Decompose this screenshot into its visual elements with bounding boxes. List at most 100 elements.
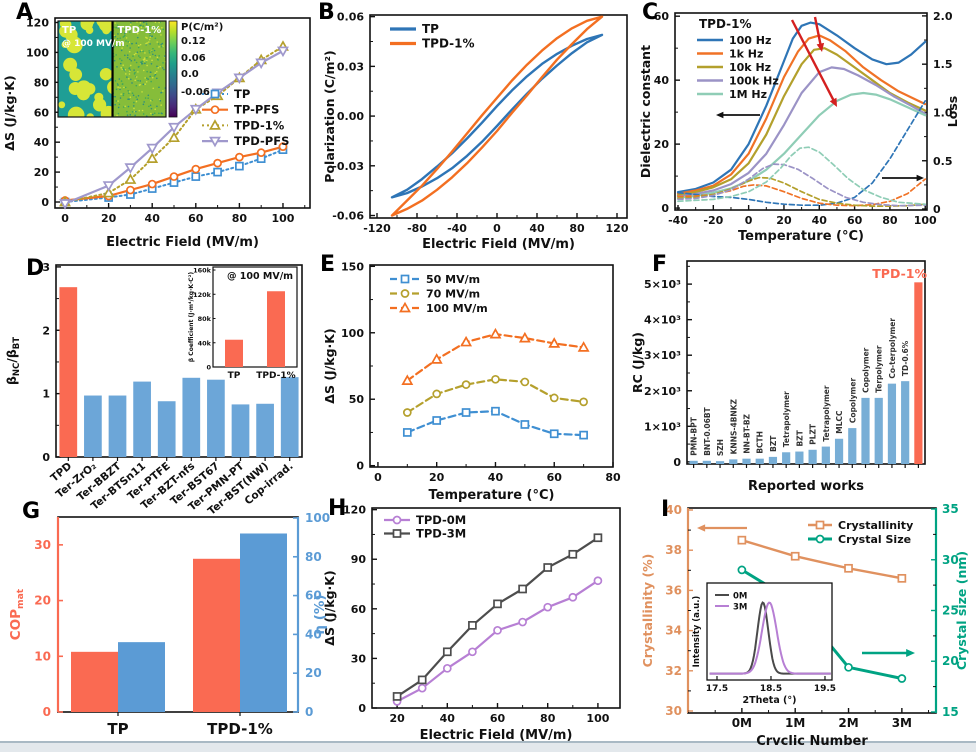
svg-text:0: 0 — [374, 471, 382, 484]
svg-text:0: 0 — [673, 456, 681, 469]
svg-text:0: 0 — [41, 196, 49, 209]
svg-text:Reported works: Reported works — [748, 479, 864, 494]
svg-text:Tetrapolymer: Tetrapolymer — [782, 391, 791, 447]
panel-letter-b: B — [318, 0, 335, 25]
svg-text:40: 40 — [812, 214, 828, 227]
svg-text:60: 60 — [847, 214, 863, 227]
svg-text:KNNS-4BNKZ: KNNS-4BNKZ — [729, 398, 738, 454]
svg-text:3×10³: 3×10³ — [644, 349, 681, 362]
svg-text:18.5: 18.5 — [760, 684, 782, 694]
svg-text:20: 20 — [101, 212, 117, 225]
svg-text:-120: -120 — [363, 222, 391, 235]
svg-text:Crystallinity: Crystallinity — [838, 519, 913, 532]
svg-text:Copolymer: Copolymer — [848, 378, 857, 424]
svg-text:60: 60 — [654, 10, 670, 23]
panel-i: 0M 1M 2M 3M 30 32 34 36 38 40 15 20 25 30 35 Crvclic Nu… — [640, 495, 976, 752]
svg-text:20: 20 — [34, 594, 51, 608]
svg-text:120: 120 — [343, 504, 366, 517]
panel-h-chart: 20 40 60 80 100 0 30 60 90 120 Electric Field (MV/… — [322, 504, 621, 743]
svg-text:40: 40 — [145, 212, 161, 225]
svg-text:@ 100 MV/m: @ 100 MV/m — [62, 39, 125, 49]
svg-text:TPD-PFS: TPD-PFS — [234, 134, 289, 148]
svg-text:-20: -20 — [703, 214, 723, 227]
svg-text:30: 30 — [942, 553, 959, 567]
svg-text:40: 40 — [529, 222, 545, 235]
svg-text:Dielectric constant: Dielectric constant — [638, 45, 653, 178]
panel-i-chart: 0M 1M 2M 3M 30 32 34 36 38 40 15 20 25 30 35 Crvclic Nu… — [640, 502, 969, 749]
svg-text:1M Hz: 1M Hz — [729, 88, 767, 101]
svg-text:βNC/βBT: βNC/βBT — [4, 337, 22, 385]
svg-text:10k Hz: 10k Hz — [729, 61, 771, 74]
svg-text:Loss: Loss — [945, 96, 960, 127]
svg-text:120k: 120k — [193, 291, 212, 299]
svg-text:1: 1 — [42, 388, 50, 401]
svg-text:20: 20 — [942, 654, 959, 668]
panel-letter-h: H — [328, 496, 347, 521]
svg-text:Intensity (a.u.): Intensity (a.u.) — [692, 596, 702, 668]
svg-text:90: 90 — [351, 553, 367, 566]
svg-text:P(C/m²): P(C/m²) — [181, 22, 223, 33]
svg-text:Tetrapolymer: Tetrapolymer — [822, 385, 831, 441]
panel-e-chart: 0 20 40 60 80 0 50 100 150 Temperature (°C) ΔS (J/… — [322, 260, 621, 503]
svg-text:100: 100 — [341, 327, 364, 340]
svg-text:TP: TP — [228, 371, 241, 381]
svg-text:0: 0 — [206, 364, 211, 372]
svg-text:38: 38 — [665, 543, 682, 557]
svg-text:TPD-1%: TPD-1% — [234, 118, 285, 132]
svg-text:1k Hz: 1k Hz — [729, 48, 763, 61]
svg-text:50: 50 — [349, 393, 365, 406]
svg-text:BZT: BZT — [769, 435, 778, 452]
panel-letter-i: I — [661, 497, 670, 522]
svg-text:Crystallinity (%): Crystallinity (%) — [640, 554, 655, 668]
svg-text:0M: 0M — [732, 716, 752, 730]
panel-a: 0 20 40 60 80 100 0 20 40 60 80 100 120 Electric Fiel… — [0, 0, 320, 255]
panel-g: 0 10 20 30 0 20 40 60 80 100 TP TPD-1% COPmat η (%) — [0, 495, 330, 752]
svg-text:1.0: 1.0 — [933, 106, 953, 119]
panel-letter-g: G — [22, 499, 41, 524]
svg-text:100: 100 — [26, 46, 49, 59]
svg-text:0: 0 — [356, 460, 364, 473]
svg-text:60: 60 — [547, 471, 563, 484]
svg-text:80: 80 — [882, 214, 898, 227]
svg-text:40: 40 — [654, 74, 670, 87]
svg-text:Copolymer: Copolymer — [862, 347, 871, 393]
svg-text:100 Hz: 100 Hz — [729, 34, 771, 47]
svg-text:Electric Field (MV/m): Electric Field (MV/m) — [420, 728, 573, 743]
svg-text:100: 100 — [271, 212, 294, 225]
panel-c-chart: -40 -20 0 20 40 60 80 100020406000.51.01.52.0Te… — [638, 10, 960, 244]
svg-text:80: 80 — [305, 550, 322, 564]
panel-letter-e: E — [320, 252, 336, 277]
svg-text:100: 100 — [914, 214, 937, 227]
page-bottom-edge — [0, 741, 976, 752]
svg-text:80: 80 — [605, 471, 621, 484]
svg-text:TD-0.6%: TD-0.6% — [901, 340, 910, 376]
svg-text:Polarization (C/m²): Polarization (C/m²) — [322, 50, 337, 182]
svg-text:TP: TP — [107, 720, 128, 738]
svg-text:17.5: 17.5 — [706, 684, 728, 694]
svg-text:TPD-1%: TPD-1% — [422, 37, 475, 51]
svg-text:5×10³: 5×10³ — [644, 278, 681, 291]
svg-text:34: 34 — [665, 624, 682, 638]
svg-text:0: 0 — [358, 702, 366, 715]
svg-text:1.5: 1.5 — [933, 58, 953, 71]
svg-text:0.0: 0.0 — [181, 69, 199, 80]
svg-text:60: 60 — [490, 712, 506, 725]
svg-text:BZT: BZT — [795, 429, 804, 446]
svg-text:80k: 80k — [198, 315, 212, 323]
svg-text:1M: 1M — [785, 716, 805, 730]
svg-text:ΔS (J/kg·K): ΔS (J/kg·K) — [322, 328, 337, 403]
svg-text:0M: 0M — [733, 592, 747, 602]
svg-text:TP: TP — [62, 25, 76, 36]
svg-text:40: 40 — [440, 712, 456, 725]
svg-text:NN-BT-BZ: NN-BT-BZ — [743, 413, 752, 453]
svg-text:60: 60 — [305, 589, 322, 603]
svg-text:0.12: 0.12 — [181, 36, 206, 47]
svg-text:TPD-1%: TPD-1% — [872, 266, 927, 281]
svg-text:4×10³: 4×10³ — [644, 314, 681, 327]
svg-text:0: 0 — [61, 212, 69, 225]
svg-text:36: 36 — [665, 583, 682, 597]
panel-h: 20 40 60 80 100 0 30 60 90 120 Electric Field (MV/… — [320, 495, 640, 752]
svg-text:0.00: 0.00 — [337, 110, 364, 123]
svg-text:30: 30 — [351, 652, 367, 665]
svg-text:0.5: 0.5 — [933, 155, 953, 168]
